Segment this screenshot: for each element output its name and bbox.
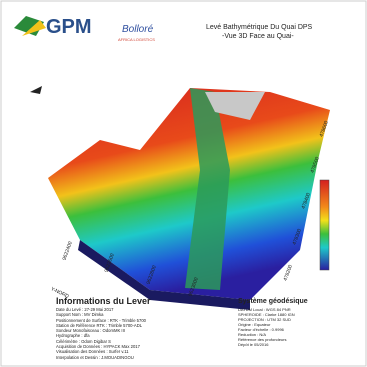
north-arrow bbox=[30, 86, 42, 94]
info-line: Interpolation et Dessin : J.MOUADINGOU bbox=[56, 355, 146, 360]
geodesic-title: Système géodésique bbox=[238, 298, 308, 305]
logo-text: GPM bbox=[46, 16, 92, 39]
partner: Bolloré bbox=[122, 24, 153, 35]
geodesic-line: Dépôt le 05/2016 bbox=[238, 342, 295, 347]
color-scale bbox=[320, 180, 329, 270]
subtitle: -Vue 3D Face au Quai- bbox=[222, 33, 294, 40]
info-title: Informations du Lever bbox=[56, 296, 151, 306]
title: Levé Bathymétrique Du Quai DPS bbox=[206, 24, 312, 31]
page: GPM Bolloré AFRICA LOGISTICS Levé Bathym… bbox=[0, 0, 367, 367]
partner-sub: AFRICA LOGISTICS bbox=[118, 37, 155, 42]
